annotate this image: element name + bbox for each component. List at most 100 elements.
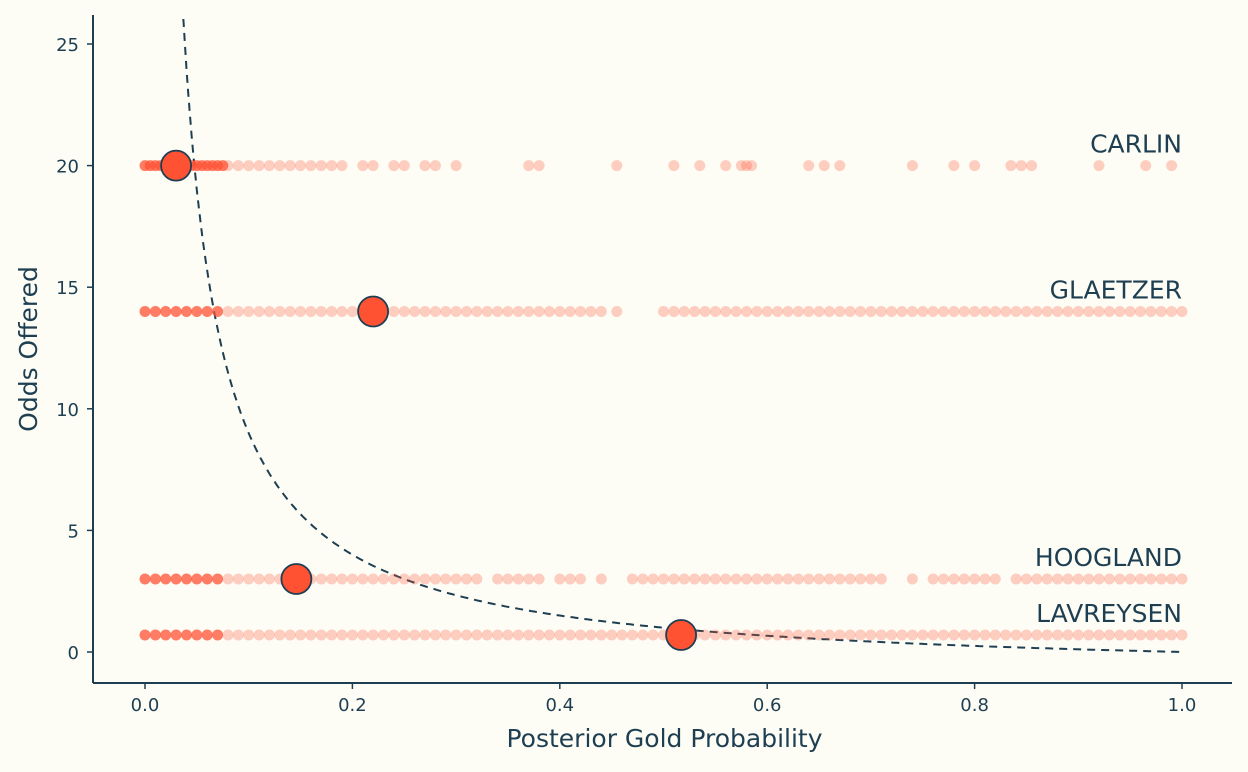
sample-point bbox=[626, 573, 638, 585]
sample-point bbox=[1026, 160, 1038, 172]
sample-point bbox=[336, 629, 348, 641]
sample-point bbox=[948, 629, 960, 641]
sample-point bbox=[1114, 573, 1126, 585]
sample-point bbox=[1124, 573, 1136, 585]
sample-point bbox=[305, 306, 317, 317]
sample-point bbox=[741, 573, 752, 585]
sample-point bbox=[1041, 573, 1053, 585]
sample-point bbox=[616, 629, 628, 641]
sample-point bbox=[429, 573, 441, 585]
sample-point bbox=[263, 629, 275, 641]
sample-point bbox=[222, 160, 234, 172]
sample-point bbox=[741, 629, 752, 641]
sample-point bbox=[543, 629, 555, 641]
sample-point bbox=[533, 160, 545, 172]
sample-point bbox=[575, 629, 586, 641]
y-tick-label: 15 bbox=[56, 278, 79, 299]
sample-point bbox=[782, 629, 794, 641]
sample-point bbox=[689, 573, 701, 585]
sample-point bbox=[1124, 306, 1136, 317]
sample-point bbox=[658, 306, 669, 317]
sample-point bbox=[440, 629, 452, 641]
sample-point bbox=[492, 573, 504, 585]
sample-point bbox=[191, 573, 203, 585]
sample-point bbox=[409, 629, 421, 641]
sample-point bbox=[326, 306, 338, 317]
sample-point bbox=[948, 160, 960, 172]
sample-point bbox=[450, 160, 462, 172]
sample-point bbox=[1015, 160, 1027, 172]
sample-point bbox=[678, 573, 690, 585]
sample-point bbox=[461, 573, 472, 585]
sample-point bbox=[295, 629, 306, 641]
sample-point bbox=[813, 306, 825, 317]
sample-point bbox=[315, 306, 327, 317]
sample-point bbox=[295, 160, 306, 172]
sample-point bbox=[315, 573, 327, 585]
sample-point bbox=[834, 629, 846, 641]
sample-point bbox=[906, 573, 918, 585]
sample-point bbox=[1005, 160, 1017, 172]
x-tick-label: 0.2 bbox=[338, 695, 367, 716]
x-tick-label: 1.0 bbox=[1168, 695, 1197, 716]
sample-point bbox=[958, 629, 970, 641]
sample-point bbox=[284, 629, 296, 641]
rider-label: CARLIN bbox=[1090, 130, 1182, 159]
sample-point bbox=[803, 160, 815, 172]
sample-point bbox=[160, 306, 172, 317]
sample-point bbox=[398, 573, 410, 585]
sample-point bbox=[419, 306, 431, 317]
sample-point bbox=[761, 629, 773, 641]
sample-point bbox=[222, 629, 234, 641]
sample-point bbox=[1166, 629, 1178, 641]
sample-point bbox=[523, 160, 535, 172]
sample-point bbox=[906, 306, 918, 317]
sample-point bbox=[906, 629, 918, 641]
sample-point bbox=[139, 306, 151, 317]
sample-point bbox=[170, 629, 182, 641]
sample-point bbox=[1072, 629, 1084, 641]
sample-point bbox=[533, 306, 545, 317]
sample-point bbox=[1176, 306, 1188, 317]
sample-point bbox=[461, 306, 472, 317]
sample-point bbox=[751, 573, 763, 585]
sample-point bbox=[357, 629, 369, 641]
sample-point bbox=[865, 306, 877, 317]
sample-point bbox=[274, 160, 286, 172]
sample-point bbox=[834, 306, 846, 317]
sample-point bbox=[481, 306, 493, 317]
sample-point bbox=[274, 629, 286, 641]
sample-point bbox=[730, 573, 742, 585]
sample-point bbox=[896, 629, 908, 641]
sample-point bbox=[917, 629, 929, 641]
sample-point bbox=[668, 306, 680, 317]
sample-point bbox=[979, 573, 991, 585]
sample-point bbox=[512, 629, 524, 641]
sample-point bbox=[1103, 306, 1115, 317]
sample-point bbox=[232, 629, 244, 641]
sample-point bbox=[1010, 629, 1022, 641]
x-tick-label: 0.0 bbox=[131, 695, 160, 716]
sample-point bbox=[429, 160, 441, 172]
sample-point bbox=[346, 629, 358, 641]
sample-point bbox=[523, 573, 535, 585]
sample-point bbox=[906, 160, 918, 172]
sample-point bbox=[181, 306, 192, 317]
sample-point bbox=[419, 573, 431, 585]
sample-point bbox=[1093, 160, 1105, 172]
sample-point bbox=[658, 573, 669, 585]
sample-point bbox=[253, 160, 265, 172]
sample-point bbox=[865, 629, 877, 641]
sample-point bbox=[253, 629, 265, 641]
sample-point bbox=[253, 306, 265, 317]
sample-point bbox=[694, 160, 706, 172]
sample-point bbox=[243, 573, 255, 585]
sample-point bbox=[575, 573, 586, 585]
x-tick-label: 0.8 bbox=[960, 695, 989, 716]
sample-point bbox=[160, 573, 172, 585]
sample-point bbox=[232, 573, 244, 585]
sample-point bbox=[315, 160, 327, 172]
sample-point bbox=[326, 629, 338, 641]
break-even-curve bbox=[182, 19, 1183, 653]
sample-point bbox=[461, 629, 472, 641]
